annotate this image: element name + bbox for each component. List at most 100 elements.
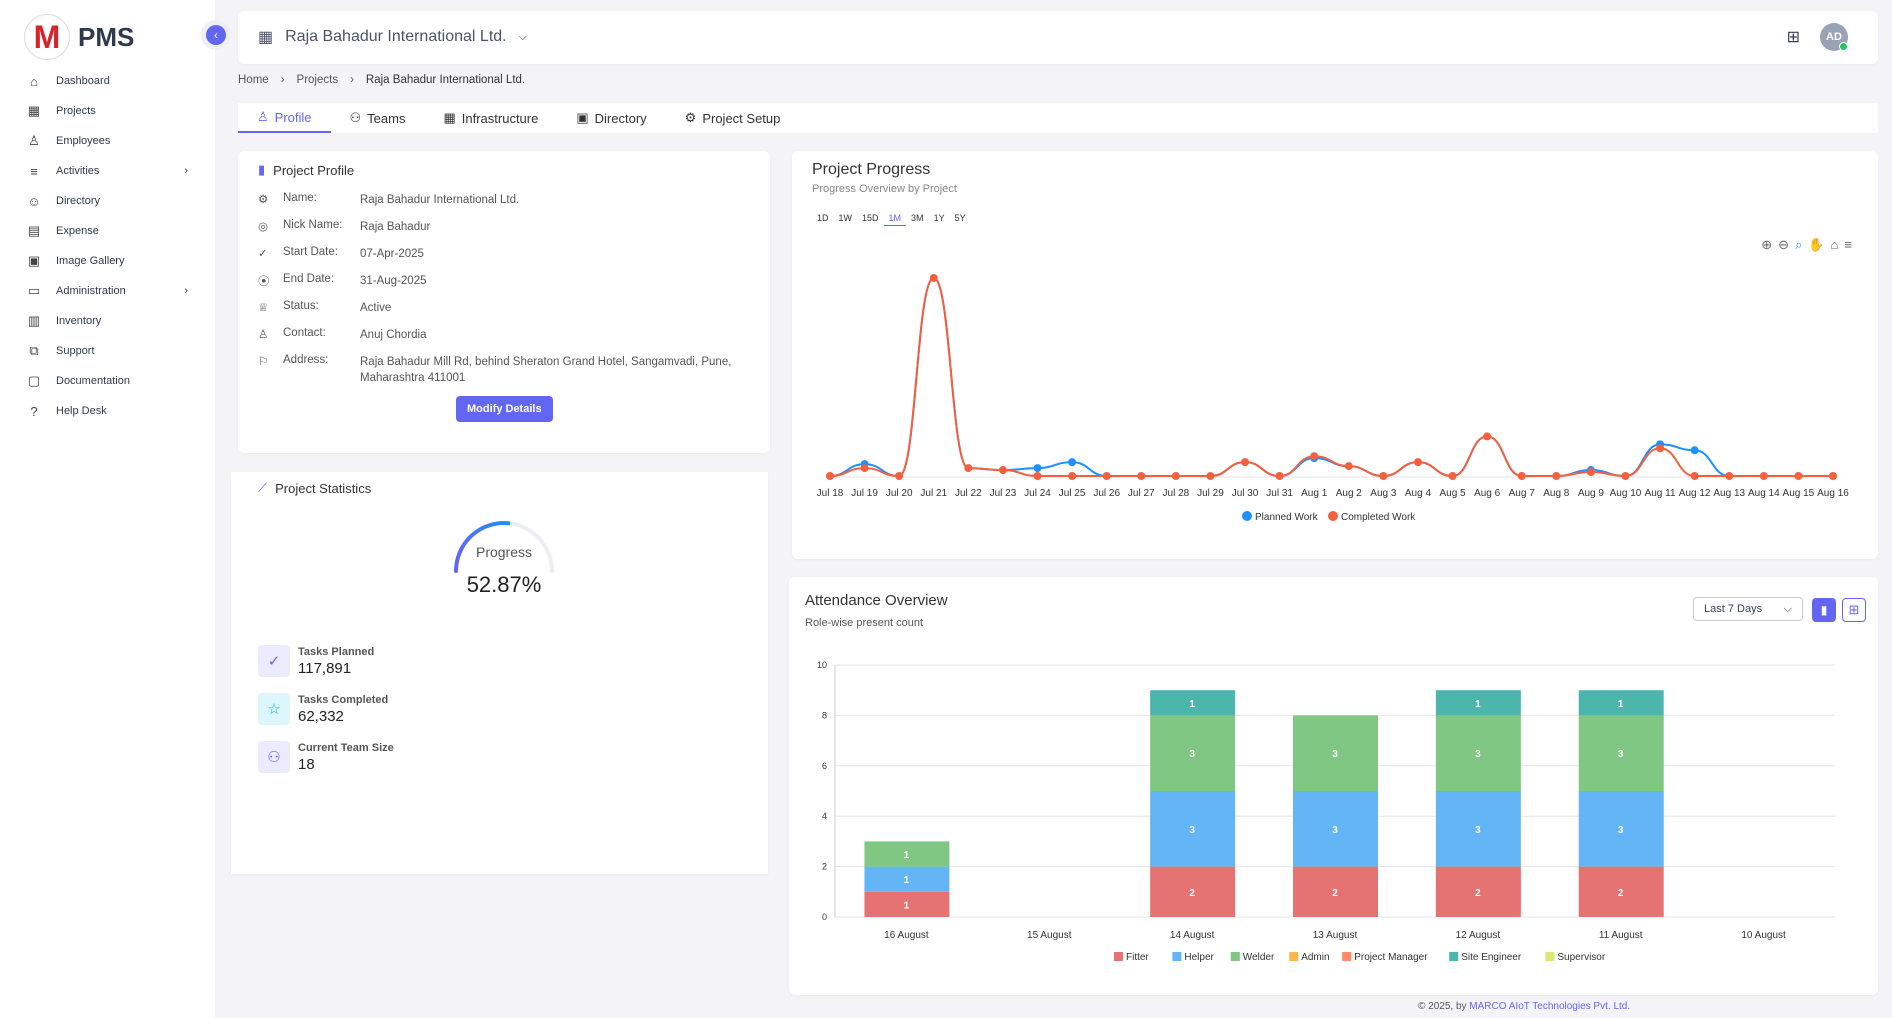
avatar[interactable]: AD bbox=[1820, 23, 1848, 51]
sidebar-item-help[interactable]: ? Help Desk bbox=[26, 396, 196, 426]
data-point[interactable] bbox=[1448, 472, 1457, 480]
tab-profile[interactable]: ♙ Profile bbox=[238, 103, 331, 133]
bar-chart-view-button[interactable]: ▮ bbox=[1812, 598, 1836, 622]
data-point[interactable] bbox=[1656, 444, 1665, 453]
data-point[interactable] bbox=[1068, 472, 1077, 480]
data-point[interactable] bbox=[1033, 464, 1042, 473]
data-point[interactable] bbox=[1344, 462, 1353, 471]
data-point[interactable] bbox=[1517, 472, 1526, 480]
bar-welder[interactable] bbox=[1578, 715, 1664, 791]
bar-helper[interactable] bbox=[1293, 791, 1378, 867]
breadcrumb-home[interactable]: Home bbox=[238, 74, 269, 86]
sidebar-item-archive[interactable]: ▭ Administration › bbox=[26, 276, 196, 306]
data-point[interactable] bbox=[826, 472, 834, 480]
bar-site-engineer[interactable] bbox=[1435, 690, 1521, 716]
data-point[interactable] bbox=[1690, 446, 1699, 455]
bar-site-engineer[interactable] bbox=[1578, 690, 1664, 716]
zoom-in-icon[interactable]: ⊕ bbox=[1761, 237, 1773, 252]
zoom-select-icon[interactable]: ⌕ bbox=[1795, 237, 1803, 252]
tab-infrastructure[interactable]: ▦ Infrastructure bbox=[424, 103, 557, 133]
bar-welder[interactable] bbox=[864, 841, 950, 867]
sidebar-item-support[interactable]: ⧉ Support bbox=[26, 336, 196, 366]
data-point[interactable] bbox=[1621, 472, 1630, 480]
logo[interactable]: M PMS bbox=[24, 14, 134, 60]
footer-company-link[interactable]: MARCO AIoT Technologies Pvt. Ltd. bbox=[1469, 1001, 1631, 1012]
bar-fitter[interactable] bbox=[1293, 866, 1378, 917]
bar-helper[interactable] bbox=[864, 866, 950, 892]
data-point[interactable] bbox=[1829, 472, 1837, 480]
range-1Y[interactable]: 1Y bbox=[933, 213, 945, 223]
sidebar-item-receipt[interactable]: ▤ Expense bbox=[26, 216, 196, 246]
tab-teams[interactable]: ⚇ Teams bbox=[331, 103, 425, 133]
range-1W[interactable]: 1W bbox=[838, 213, 853, 223]
bar-welder[interactable] bbox=[1293, 715, 1378, 791]
date-range-select[interactable]: Last 7 Days ⌵ bbox=[1693, 597, 1803, 621]
sidebar-item-store[interactable]: ▥ Inventory bbox=[26, 306, 196, 336]
legend-label[interactable]: Site Engineer bbox=[1461, 952, 1522, 963]
range-1D[interactable]: 1D bbox=[817, 213, 829, 223]
data-point[interactable] bbox=[998, 466, 1007, 475]
apps-grid-icon[interactable]: ⊞ bbox=[1786, 29, 1800, 46]
data-point[interactable] bbox=[1725, 472, 1734, 480]
legend-label[interactable]: Welder bbox=[1243, 952, 1275, 963]
legend-label[interactable]: Helper bbox=[1184, 952, 1214, 963]
range-15D[interactable]: 15D bbox=[862, 213, 879, 223]
bar-helper[interactable] bbox=[1578, 791, 1664, 867]
breadcrumb-projects[interactable]: Projects bbox=[296, 74, 339, 86]
data-point[interactable] bbox=[1102, 472, 1111, 480]
data-point[interactable] bbox=[1759, 472, 1768, 480]
data-point[interactable] bbox=[895, 472, 904, 480]
pan-hand-icon[interactable]: ✋ bbox=[1808, 237, 1825, 252]
sidebar-item-user[interactable]: ♙ Employees bbox=[26, 126, 196, 156]
data-point[interactable] bbox=[1033, 472, 1042, 480]
modify-details-button[interactable]: Modify Details bbox=[456, 396, 553, 422]
bar-fitter[interactable] bbox=[1150, 866, 1236, 917]
data-point[interactable] bbox=[1586, 468, 1595, 477]
data-point[interactable] bbox=[1552, 472, 1561, 480]
collapse-sidebar-button[interactable]: ‹ bbox=[206, 25, 226, 45]
data-point[interactable] bbox=[929, 274, 938, 282]
data-point[interactable] bbox=[1310, 452, 1319, 461]
data-point[interactable] bbox=[1206, 472, 1215, 480]
bar-helper[interactable] bbox=[1150, 791, 1236, 867]
sidebar-item-building[interactable]: ▦ Projects bbox=[26, 96, 196, 126]
bar-welder[interactable] bbox=[1435, 715, 1521, 791]
bar-fitter[interactable] bbox=[864, 891, 950, 917]
reset-home-icon[interactable]: ⌂ bbox=[1830, 237, 1839, 252]
bar-welder[interactable] bbox=[1150, 715, 1236, 791]
legend-label[interactable]: Completed Work bbox=[1341, 512, 1416, 523]
sidebar-item-book[interactable]: ▢ Documentation bbox=[26, 366, 196, 396]
project-selector[interactable]: ▦ Raja Bahadur International Ltd. ⌵ bbox=[258, 27, 527, 47]
sidebar-item-image[interactable]: ▣ Image Gallery bbox=[26, 246, 196, 276]
data-point[interactable] bbox=[1068, 458, 1077, 467]
data-point[interactable] bbox=[964, 464, 973, 473]
range-1M[interactable]: 1M bbox=[883, 211, 907, 226]
table-view-button[interactable]: ⊞ bbox=[1842, 598, 1866, 622]
sidebar-item-home[interactable]: ⌂ Dashboard bbox=[26, 66, 196, 96]
range-3M[interactable]: 3M bbox=[911, 213, 924, 223]
legend-label[interactable]: Supervisor bbox=[1557, 952, 1605, 963]
data-point[interactable] bbox=[1483, 432, 1492, 441]
legend-label[interactable]: Project Manager bbox=[1354, 952, 1428, 963]
data-point[interactable] bbox=[1690, 472, 1699, 480]
data-point[interactable] bbox=[1379, 472, 1388, 480]
zoom-out-icon[interactable]: ⊖ bbox=[1778, 237, 1790, 252]
data-point[interactable] bbox=[1794, 472, 1803, 480]
sidebar-item-list[interactable]: ≡ Activities › bbox=[26, 156, 196, 186]
legend-label[interactable]: Fitter bbox=[1126, 952, 1149, 963]
data-point[interactable] bbox=[1275, 472, 1284, 480]
tab-directory[interactable]: ▣ Directory bbox=[557, 103, 665, 133]
bar-site-engineer[interactable] bbox=[1150, 690, 1236, 716]
legend-label[interactable]: Admin bbox=[1301, 952, 1329, 963]
data-point[interactable] bbox=[1137, 472, 1146, 480]
data-point[interactable] bbox=[1241, 458, 1250, 467]
data-point[interactable] bbox=[1171, 472, 1180, 480]
data-point[interactable] bbox=[860, 464, 869, 473]
tab-project-setup[interactable]: ⚙ Project Setup bbox=[666, 103, 800, 133]
legend-label[interactable]: Planned Work bbox=[1255, 512, 1319, 523]
bar-fitter[interactable] bbox=[1578, 866, 1664, 917]
range-5Y[interactable]: 5Y bbox=[954, 213, 966, 223]
bar-helper[interactable] bbox=[1435, 791, 1521, 867]
menu-icon[interactable]: ≡ bbox=[1844, 237, 1852, 252]
bar-fitter[interactable] bbox=[1435, 866, 1521, 917]
